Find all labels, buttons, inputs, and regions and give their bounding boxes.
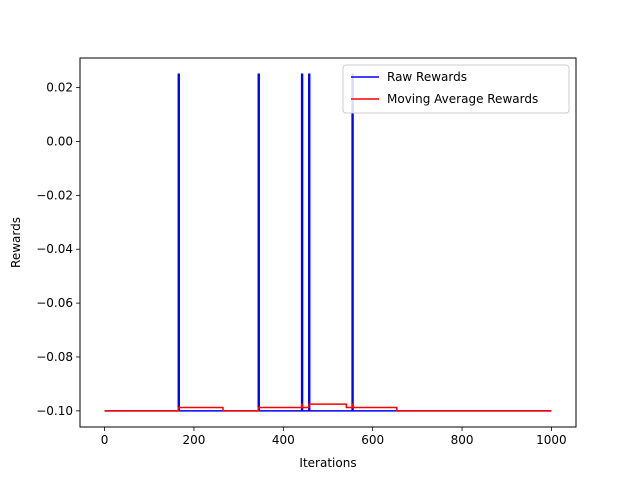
y-tick-label: −0.10 bbox=[36, 404, 73, 418]
legend-box bbox=[342, 64, 570, 114]
plot-area bbox=[104, 73, 552, 412]
y-tick-label: −0.08 bbox=[36, 350, 73, 364]
y-axis-ticks: −0.10 −0.08 −0.06 −0.04 −0.02 0.00 0.02 bbox=[36, 81, 80, 418]
legend-label: Moving Average Rewards bbox=[387, 92, 538, 106]
y-axis-label: Rewards bbox=[9, 217, 23, 268]
legend-label: Raw Rewards bbox=[387, 70, 467, 84]
x-tick-label: 0 bbox=[101, 433, 109, 447]
y-tick-label: 0.00 bbox=[46, 134, 73, 148]
y-tick-label: −0.06 bbox=[36, 296, 73, 310]
y-tick-label: −0.02 bbox=[36, 188, 73, 202]
y-tick-label: 0.02 bbox=[46, 81, 73, 95]
x-tick-label: 400 bbox=[272, 433, 295, 447]
x-axis-label: Iterations bbox=[299, 456, 356, 470]
axes-frame bbox=[79, 57, 577, 428]
x-tick-label: 800 bbox=[451, 433, 474, 447]
x-tick-label: 600 bbox=[361, 433, 384, 447]
y-tick-label: −0.04 bbox=[36, 242, 73, 256]
legend: Raw Rewards Moving Average Rewards bbox=[342, 64, 570, 114]
x-tick-label: 200 bbox=[182, 433, 205, 447]
x-tick-label: 1000 bbox=[536, 433, 567, 447]
series-line-raw-rewards bbox=[104, 73, 552, 412]
x-axis-ticks: 0 200 400 600 800 1000 bbox=[101, 427, 567, 447]
series-line-moving-average-rewards bbox=[104, 403, 552, 412]
